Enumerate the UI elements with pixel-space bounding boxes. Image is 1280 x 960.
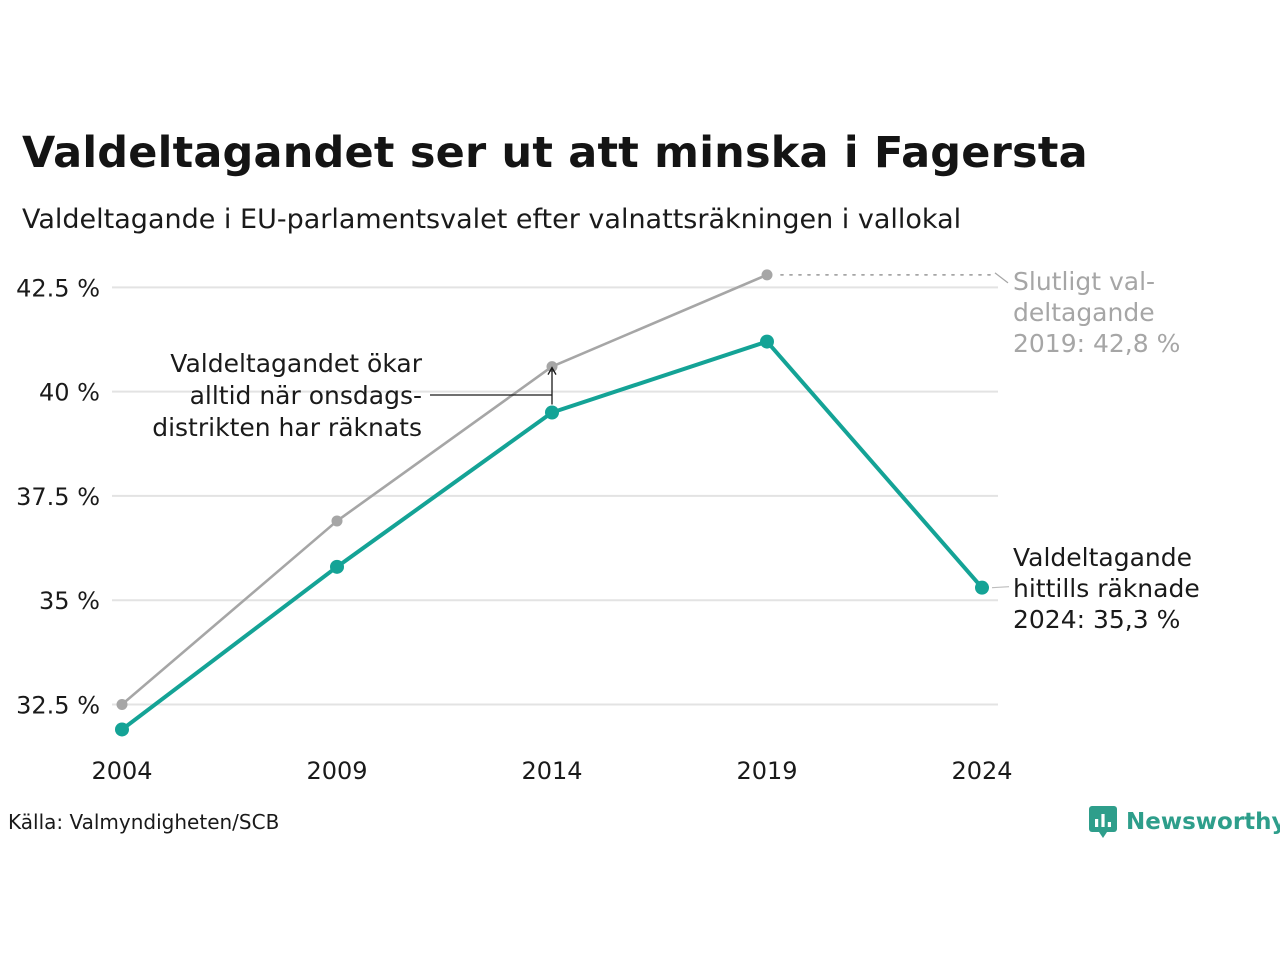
- y-axis: 32.5 % 35 % 37.5 % 40 % 42.5 %: [16, 274, 100, 719]
- final-point: [116, 698, 128, 710]
- counted-label-line-1: Valdeltagande: [1013, 543, 1192, 572]
- wednesday-note-line-3: distrikten har räknats: [152, 413, 422, 442]
- y-tick-label: 42.5 %: [16, 274, 100, 302]
- final-label-line-1: Slutligt val-: [1013, 267, 1155, 296]
- wednesday-note-line-2: alltid när onsdags-: [190, 381, 422, 410]
- note-arrowhead: [547, 366, 557, 375]
- wednesday-note-line-1: Valdeltagandet ökar: [170, 349, 422, 378]
- series-final: [116, 269, 773, 710]
- counted-label-line-3: 2024: 35,3 %: [1013, 605, 1180, 634]
- final-line: [120, 273, 769, 706]
- counted-point: [760, 334, 774, 349]
- counted-point: [545, 405, 559, 420]
- final-label-line-3: 2019: 42,8 %: [1013, 329, 1180, 358]
- y-tick-label: 35 %: [39, 587, 100, 615]
- source-note: Källa: Valmyndigheten/SCB: [8, 810, 280, 834]
- line-chart: 32.5 %35 %37.5 %40 %42.5 % 2004 2009 2014 2…: [16, 267, 1200, 785]
- x-tick-label: 2004: [91, 757, 152, 785]
- counted-point: [330, 559, 344, 574]
- y-tick-label: 40 %: [39, 379, 100, 407]
- counted-label-line-2: hittills räknade: [1013, 574, 1200, 603]
- x-tick-label: 2014: [521, 757, 582, 785]
- x-tick-label: 2019: [736, 757, 797, 785]
- newsworthy-logo-icon: [1089, 806, 1117, 838]
- final-label-line-2: deltagande: [1013, 298, 1155, 327]
- grid-lines: [112, 286, 998, 706]
- series-counted: [115, 334, 989, 737]
- counted-point: [975, 580, 989, 595]
- note-connector: [430, 367, 553, 405]
- final-point: [761, 269, 773, 281]
- final-label-tick: [994, 272, 1009, 284]
- counted-label-tick: [991, 586, 1010, 589]
- x-tick-label: 2024: [951, 757, 1012, 785]
- final-point: [331, 515, 343, 527]
- x-tick-label: 2009: [306, 757, 367, 785]
- counted-point: [115, 722, 129, 737]
- y-tick-label: 37.5 %: [16, 483, 100, 511]
- brand-name: Newsworthy: [1126, 809, 1280, 835]
- chart-title: Valdeltagandet ser ut att minska i Fager…: [22, 128, 1088, 178]
- y-tick-label: 32.5 %: [16, 691, 100, 719]
- brand-logo: Newsworthy: [1088, 802, 1280, 842]
- chart-subtitle: Valdeltagande i EU-parlamentsvalet efter…: [22, 204, 962, 235]
- x-axis: 2004 2009 2014 2019 2024: [91, 757, 1012, 785]
